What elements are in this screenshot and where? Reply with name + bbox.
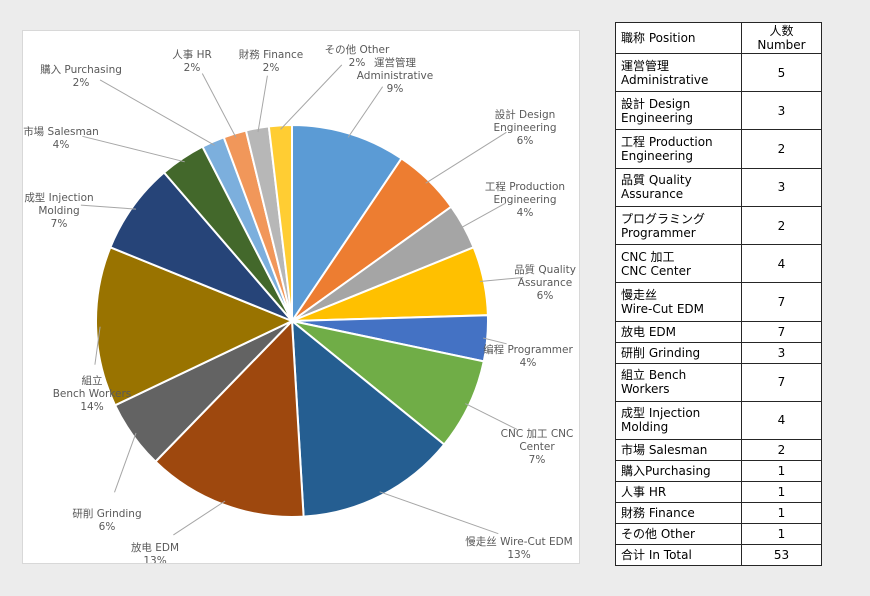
- cell-number: 1: [741, 480, 822, 503]
- staff-table-panel: 職称 Position 人数 Number 運営管理 Administrative 5…: [615, 22, 822, 567]
- cell-number: 4: [741, 244, 822, 284]
- header-position: 職称 Position: [615, 22, 742, 54]
- cell-position: 放电 EDM: [615, 320, 742, 343]
- table-row: 購入Purchasing 1: [615, 460, 822, 482]
- table-row: 財務 Finance 1: [615, 501, 822, 524]
- slice-label: 编程 Programmer 4%: [483, 343, 573, 369]
- table-row: 研削 Grinding 3: [615, 341, 822, 364]
- slice-label: 組立 Bench Workers 14%: [53, 374, 132, 413]
- cell-position: 成型 Injection Molding: [615, 400, 742, 441]
- cell-position: プログラミング Programmer: [615, 205, 742, 246]
- cell-position: 人事 HR: [615, 480, 742, 503]
- table-row: 設計 Design Engineering 3: [615, 91, 822, 131]
- slice-label: 財務 Finance 2%: [239, 48, 304, 74]
- cell-number: 5: [741, 52, 822, 93]
- pie-chart-panel: 運営管理 Administrative 9% 設計 Design Engineering…: [22, 30, 580, 564]
- cell-number: 3: [741, 91, 822, 131]
- leader-line: [99, 79, 215, 146]
- cell-number: 53: [741, 543, 822, 567]
- slice-label: CNC 加工 CNC Center 7%: [501, 428, 574, 466]
- pie-slice: [95, 246, 295, 407]
- cell-position: その他 Other: [615, 522, 742, 545]
- table-row: 市場 Salesman 2: [615, 439, 822, 462]
- slice-label: 設計 Design Engineering 6%: [494, 108, 557, 147]
- leader-line: [80, 204, 137, 210]
- pie-slice: [154, 318, 305, 519]
- cell-position: 品質 Quality Assurance: [615, 167, 742, 207]
- cell-number: 1: [741, 501, 822, 524]
- pie-slice: [290, 318, 446, 518]
- leader-line: [114, 432, 137, 493]
- table-total-row: 合计 In Total 53: [615, 543, 822, 567]
- leader-line: [201, 73, 237, 138]
- staff-table: 職称 Position 人数 Number 運営管理 Administrative 5…: [615, 22, 822, 567]
- leader-line: [465, 403, 518, 431]
- cell-position: 財務 Finance: [615, 501, 742, 524]
- slice-label: その他 Other 2%: [325, 43, 390, 69]
- slice-label: 運営管理 Administrative 9%: [357, 56, 433, 95]
- leader-line: [379, 491, 499, 535]
- table-row: 放电 EDM 7: [615, 320, 822, 343]
- slice-label: 成型 Injection Molding 7%: [24, 191, 93, 230]
- cell-position: 設計 Design Engineering: [615, 91, 742, 131]
- slice-label: 品質 Quality Assurance 6%: [514, 263, 576, 302]
- cell-number: 4: [741, 400, 822, 441]
- cell-number: 7: [741, 320, 822, 343]
- leader-line: [347, 86, 384, 138]
- cell-number: 1: [741, 460, 822, 482]
- cell-position: 組立 Bench Workers: [615, 362, 742, 402]
- table-row: その他 Other 1: [615, 522, 822, 545]
- cell-position: 研削 Grinding: [615, 341, 742, 364]
- leader-line: [257, 75, 268, 133]
- table-header-row: 職称 Position 人数 Number: [615, 22, 822, 54]
- cell-position: CNC 加工 CNC Center: [615, 244, 742, 284]
- leader-line: [173, 500, 226, 536]
- cell-position: 慢走丝 Wire-Cut EDM: [615, 282, 742, 322]
- leader-line: [459, 202, 506, 229]
- leader-line: [425, 131, 507, 184]
- slice-label: 工程 Production Engineering 4%: [485, 181, 565, 219]
- leader-line: [280, 64, 343, 130]
- pie-slice: [291, 123, 403, 325]
- table-row: プログラミング Programmer 2: [615, 205, 822, 246]
- cell-number: 3: [741, 167, 822, 207]
- leader-line: [82, 135, 185, 163]
- table-row: 運営管理 Administrative 5: [615, 52, 822, 93]
- cell-number: 2: [741, 439, 822, 462]
- slice-label: 慢走丝 Wire-Cut EDM 13%: [465, 536, 572, 561]
- pie-slice: [267, 123, 293, 322]
- cell-position: 工程 Production Engineering: [615, 129, 742, 169]
- table-row: 人事 HR 1: [615, 480, 822, 503]
- slice-label: 人事 HR 2%: [172, 48, 212, 74]
- leader-line: [483, 337, 507, 345]
- cell-position: 市場 Salesman: [615, 439, 742, 462]
- cell-number: 1: [741, 522, 822, 545]
- cell-number: 2: [741, 129, 822, 169]
- cell-number: 3: [741, 341, 822, 364]
- leader-line: [479, 277, 524, 282]
- cell-number: 7: [741, 362, 822, 402]
- leader-line: [94, 326, 101, 365]
- cell-position: 運営管理 Administrative: [615, 52, 742, 93]
- table-row: 慢走丝 Wire-Cut EDM 7: [615, 282, 822, 322]
- slice-label: 放电 EDM 13%: [131, 541, 179, 563]
- pie-chart: 運営管理 Administrative 9% 設計 Design Engineering…: [23, 43, 576, 563]
- cell-number: 2: [741, 205, 822, 246]
- table-row: CNC 加工 CNC Center 4: [615, 244, 822, 284]
- header-number: 人数 Number: [741, 22, 822, 54]
- cell-position: 合计 In Total: [615, 543, 742, 567]
- cell-position: 購入Purchasing: [615, 460, 742, 482]
- slice-label: 研削 Grinding 6%: [72, 507, 141, 533]
- table-row: 成型 Injection Molding 4: [615, 400, 822, 441]
- table-row: 組立 Bench Workers 7: [615, 362, 822, 402]
- table-row: 品質 Quality Assurance 3: [615, 167, 822, 207]
- slice-label: 市場 Salesman 4%: [23, 125, 99, 151]
- slice-label: 購入 Purchasing 2%: [40, 63, 122, 89]
- cell-number: 7: [741, 282, 822, 322]
- table-row: 工程 Production Engineering 2: [615, 129, 822, 169]
